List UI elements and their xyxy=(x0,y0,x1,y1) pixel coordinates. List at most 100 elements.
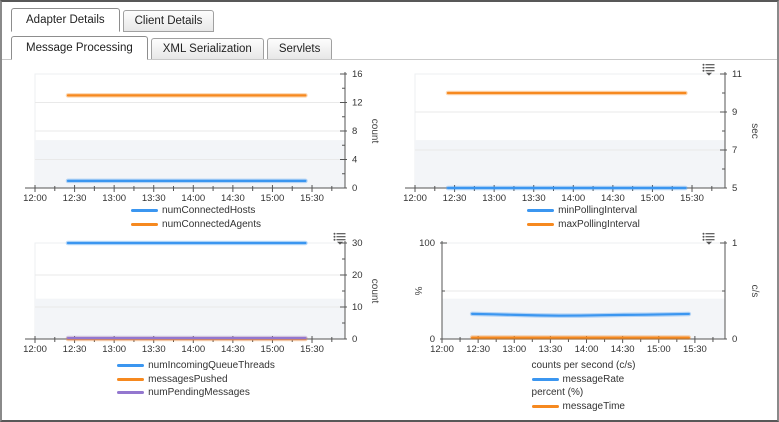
svg-text:14:00: 14:00 xyxy=(575,344,599,355)
connected-chart-legend: numConnectedHosts numConnectedAgents xyxy=(2,204,390,231)
svg-text:15:00: 15:00 xyxy=(641,193,665,202)
svg-text:15:30: 15:30 xyxy=(300,193,324,202)
legend-item: maxPollingInterval xyxy=(527,218,640,232)
svg-text:15:00: 15:00 xyxy=(647,344,671,355)
legend-item: numConnectedAgents xyxy=(131,218,261,232)
chart-options-icon[interactable] xyxy=(333,232,347,245)
svg-text:13:30: 13:30 xyxy=(142,344,166,355)
series-label: messageTime xyxy=(562,400,625,412)
series-label: numPendingMessages xyxy=(148,387,250,398)
series-color-swatch xyxy=(527,209,555,213)
svg-text:16: 16 xyxy=(352,69,363,80)
message-rate-chart-legend: counts per second (c/s) messageRate perc… xyxy=(390,359,777,413)
series-label: minPollingInterval xyxy=(558,205,638,216)
polling-chart-legend: minPollingInterval maxPollingInterval xyxy=(390,204,777,231)
queue-chart-canvas: 12:00 12:30 13:00 13:30 14:00 14:30 15:00 15:30… xyxy=(23,238,380,355)
svg-text:1: 1 xyxy=(732,238,737,249)
series-label: numConnectedHosts xyxy=(162,205,256,216)
svg-text:count: count xyxy=(369,279,380,304)
svg-text:c/s: c/s xyxy=(749,285,760,298)
legend-item: numConnectedHosts xyxy=(131,204,261,218)
tab-message-processing[interactable]: Message Processing xyxy=(11,36,148,60)
svg-text:15:30: 15:30 xyxy=(300,344,324,355)
inner-tab-bar: Message Processing XML Serialization Ser… xyxy=(2,32,777,60)
svg-text:10: 10 xyxy=(352,302,363,313)
svg-text:9: 9 xyxy=(732,107,737,118)
svg-text:12:30: 12:30 xyxy=(466,344,490,355)
legend-item: numIncomingQueueThreads xyxy=(117,359,275,373)
svg-text:12:00: 12:00 xyxy=(403,193,427,202)
svg-text:4: 4 xyxy=(352,155,357,166)
message-rate-chart-canvas: 12:00 12:30 13:00 13:30 14:00 14:30 15:00 15:30… xyxy=(412,238,760,355)
svg-text:count: count xyxy=(369,119,380,144)
legend-group-label: counts per second (c/s) xyxy=(531,360,636,371)
svg-text:15:30: 15:30 xyxy=(683,344,707,355)
svg-text:11: 11 xyxy=(732,69,742,80)
svg-text:13:30: 13:30 xyxy=(142,193,166,202)
svg-text:sec: sec xyxy=(749,123,760,139)
svg-text:15:30: 15:30 xyxy=(680,193,704,202)
svg-text:12:30: 12:30 xyxy=(63,193,87,202)
svg-text:14:30: 14:30 xyxy=(601,193,625,202)
series-color-swatch xyxy=(117,391,145,395)
polling-chart-canvas: 12:00 12:30 13:00 13:30 14:00 14:30 15:00 15:30… xyxy=(403,69,760,202)
svg-text:14:30: 14:30 xyxy=(611,344,635,355)
svg-text:0: 0 xyxy=(352,183,357,194)
svg-text:12:00: 12:00 xyxy=(23,193,47,202)
series-label: numIncomingQueueThreads xyxy=(148,360,275,371)
chart-queue: 12:00 12:30 13:00 13:30 14:00 14:30 15:00 15:30… xyxy=(2,231,390,413)
tab-xml-serialization[interactable]: XML Serialization xyxy=(150,38,264,59)
svg-text:13:00: 13:00 xyxy=(482,193,506,202)
chart-polling: 12:00 12:30 13:00 13:30 14:00 14:30 15:00 15:30… xyxy=(390,62,777,231)
series-color-swatch xyxy=(531,404,559,408)
series-color-swatch xyxy=(117,364,145,368)
svg-text:12:30: 12:30 xyxy=(63,344,87,355)
series-color-swatch xyxy=(131,209,159,213)
svg-text:100: 100 xyxy=(419,238,435,249)
svg-text:13:00: 13:00 xyxy=(102,344,126,355)
svg-text:13:00: 13:00 xyxy=(502,344,526,355)
series-label: numConnectedAgents xyxy=(162,218,261,230)
svg-text:8: 8 xyxy=(352,126,357,137)
svg-text:14:30: 14:30 xyxy=(221,344,245,355)
series-label: messagesPushed xyxy=(148,373,228,385)
svg-text:13:30: 13:30 xyxy=(522,193,546,202)
outer-tab-bar: Adapter Details Client Details xyxy=(2,2,777,32)
series-label: maxPollingInterval xyxy=(558,218,640,230)
svg-text:0: 0 xyxy=(732,334,737,345)
legend-item: numPendingMessages xyxy=(117,386,275,400)
chart-options-icon[interactable] xyxy=(702,63,716,76)
tab-adapter-details[interactable]: Adapter Details xyxy=(11,8,120,32)
legend-item: minPollingInterval xyxy=(527,204,640,218)
svg-text:14:00: 14:00 xyxy=(181,344,205,355)
legend-group-label: percent (%) xyxy=(531,387,584,398)
series-color-swatch xyxy=(527,222,555,226)
series-color-swatch xyxy=(531,377,559,381)
svg-text:14:30: 14:30 xyxy=(221,193,245,202)
series-color-swatch xyxy=(131,222,159,226)
tab-client-details[interactable]: Client Details xyxy=(122,10,215,32)
svg-text:0: 0 xyxy=(430,334,435,345)
legend-item: messageTime xyxy=(531,400,636,414)
svg-text:13:30: 13:30 xyxy=(538,344,562,355)
charts-grid: 12:00 12:30 13:00 13:30 14:00 14:30 15:00 15:30… xyxy=(2,62,777,413)
series-label: messageRate xyxy=(562,373,625,385)
svg-text:0: 0 xyxy=(352,334,357,345)
svg-text:14:00: 14:00 xyxy=(561,193,585,202)
legend-item: messageRate xyxy=(531,373,636,387)
svg-text:12:30: 12:30 xyxy=(443,193,467,202)
queue-chart-legend: numIncomingQueueThreads messagesPushed n… xyxy=(2,359,390,400)
svg-text:%: % xyxy=(412,287,423,296)
chart-options-icon[interactable] xyxy=(702,232,716,245)
svg-text:7: 7 xyxy=(732,145,737,156)
tab-servlets[interactable]: Servlets xyxy=(266,38,333,59)
svg-text:5: 5 xyxy=(732,183,737,194)
svg-text:12:00: 12:00 xyxy=(23,344,47,355)
series-color-swatch xyxy=(117,377,145,381)
svg-text:12:00: 12:00 xyxy=(430,344,454,355)
svg-text:12: 12 xyxy=(352,98,363,109)
svg-text:14:00: 14:00 xyxy=(181,193,205,202)
svg-text:30: 30 xyxy=(352,238,363,249)
legend-item: messagesPushed xyxy=(117,373,275,387)
